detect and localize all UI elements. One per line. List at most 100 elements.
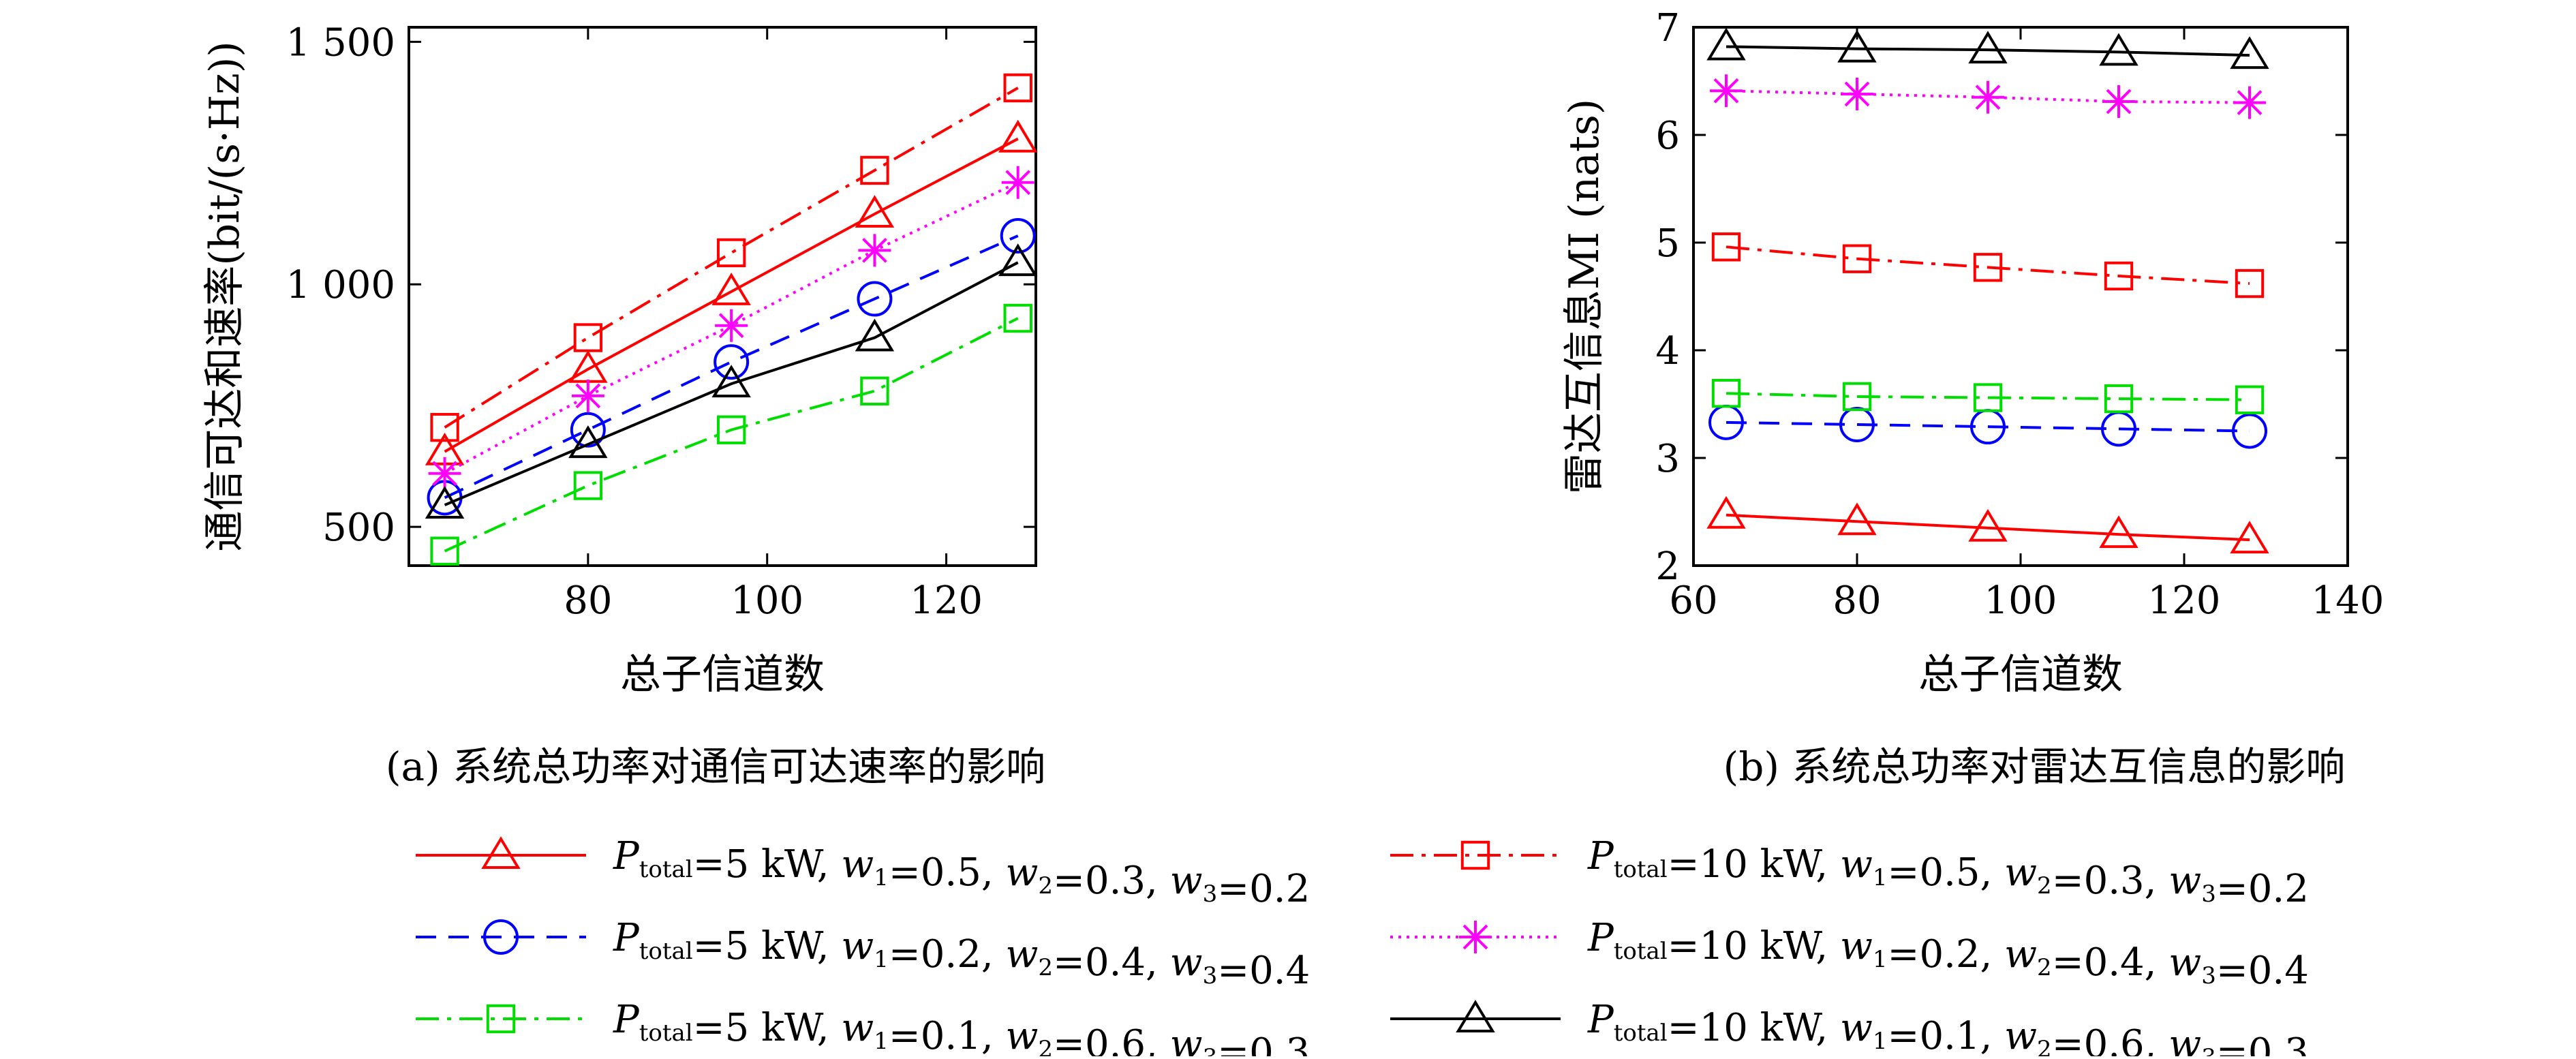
plot-frame bbox=[408, 26, 1037, 567]
legend-label: Ptotal=5 kW, w1=0.1, w2=0.6, w3=0.3 bbox=[613, 998, 1310, 1056]
y-tick-label: 7 bbox=[1655, 6, 1680, 50]
data-point bbox=[2235, 385, 2265, 414]
data-point bbox=[715, 309, 748, 342]
series-1 bbox=[427, 218, 1036, 516]
y-tick-label: 6 bbox=[1655, 114, 1680, 158]
data-point bbox=[716, 238, 746, 268]
series-line bbox=[444, 317, 1019, 553]
y-tick-label: 1 000 bbox=[286, 263, 395, 307]
legend-entry-3: Ptotal=10 kW, w1=0.2, w2=0.4, w3=0.4 bbox=[1390, 916, 2309, 993]
data-point bbox=[1839, 407, 1875, 443]
data-point bbox=[573, 471, 603, 500]
data-point bbox=[998, 119, 1038, 153]
data-point bbox=[1973, 253, 2003, 282]
data-point bbox=[1837, 502, 1877, 536]
data-point bbox=[711, 272, 751, 305]
data-point bbox=[1837, 29, 1877, 63]
data-point bbox=[2233, 86, 2266, 119]
y-tick-label: 3 bbox=[1655, 437, 1680, 481]
series-line bbox=[1726, 245, 2250, 286]
data-point bbox=[1968, 31, 2008, 64]
series-line bbox=[444, 137, 1019, 453]
legend-marker bbox=[1456, 1000, 1495, 1032]
series-line bbox=[1726, 513, 2250, 542]
legend-entry-5: Ptotal=10 kW, w1=0.1, w2=0.6, w3=0.3 bbox=[1390, 998, 2309, 1059]
series-2 bbox=[430, 303, 1032, 566]
data-point bbox=[1706, 495, 1746, 529]
series-0 bbox=[1706, 495, 2269, 554]
caption-a: (a) 系统总功率对通信可达速率的影响 bbox=[386, 743, 1045, 790]
data-point bbox=[1711, 232, 1741, 262]
y-tick-label: 1 500 bbox=[286, 20, 395, 65]
data-point bbox=[425, 486, 465, 519]
x-tick-label: 60 bbox=[1669, 579, 1717, 623]
x-tick-label: 80 bbox=[1833, 579, 1881, 623]
data-point bbox=[855, 195, 895, 228]
data-point bbox=[1972, 80, 2004, 114]
legend-label: Ptotal=5 kW, w1=0.2, w2=0.4, w3=0.4 bbox=[613, 916, 1310, 993]
y-tick-label: 500 bbox=[322, 506, 395, 550]
x-tick-label: 140 bbox=[2312, 579, 2385, 623]
series-1 bbox=[1708, 404, 2267, 449]
data-point bbox=[570, 412, 606, 448]
legend-label: Ptotal=10 kW, w1=0.5, w2=0.3, w3=0.2 bbox=[1587, 834, 2309, 911]
data-point bbox=[568, 425, 608, 459]
data-point bbox=[860, 155, 889, 185]
data-point bbox=[1000, 218, 1036, 254]
y-axis-label: 雷达互信息MI (nats) bbox=[1561, 99, 1608, 494]
data-point bbox=[571, 379, 604, 412]
data-point bbox=[860, 376, 889, 405]
data-point bbox=[428, 457, 461, 490]
data-point bbox=[2104, 261, 2134, 291]
series-line bbox=[1726, 392, 2250, 401]
y-tick-label: 2 bbox=[1655, 544, 1680, 589]
legend-label: Ptotal=10 kW, w1=0.2, w2=0.4, w3=0.4 bbox=[1587, 916, 2309, 993]
legend-entry-4: Ptotal=5 kW, w1=0.1, w2=0.6, w3=0.3 bbox=[416, 998, 1310, 1059]
data-point bbox=[855, 318, 895, 352]
data-point bbox=[711, 365, 751, 398]
legend-marker bbox=[486, 1004, 516, 1034]
data-point bbox=[1973, 383, 2003, 412]
data-point bbox=[1841, 77, 1873, 110]
series-5 bbox=[1706, 27, 2269, 70]
x-tick-label: 120 bbox=[910, 579, 983, 623]
series-5 bbox=[425, 243, 1038, 519]
series-3 bbox=[1711, 232, 2265, 298]
data-point bbox=[2104, 384, 2134, 414]
legend-entry-0: Ptotal=5 kW, w1=0.5, w2=0.3, w3=0.2 bbox=[416, 834, 1310, 911]
data-point bbox=[573, 323, 603, 352]
data-point bbox=[857, 281, 893, 317]
legend-entry-2: Ptotal=5 kW, w1=0.2, w2=0.4, w3=0.4 bbox=[416, 916, 1310, 993]
series-4 bbox=[1710, 74, 2266, 119]
series-line bbox=[444, 87, 1019, 429]
data-point bbox=[1842, 244, 1872, 273]
x-tick-label: 100 bbox=[731, 579, 803, 623]
series-line bbox=[1726, 45, 2250, 57]
data-point bbox=[998, 243, 1038, 277]
legend-marker bbox=[481, 836, 521, 869]
chart-a: 80 100 120 500 1 000 1 500 总子信道数 通信可达和速率(bit/(s… bbox=[201, 20, 1038, 699]
data-point bbox=[1003, 303, 1032, 333]
data-point bbox=[714, 344, 750, 380]
x-tick-label: 80 bbox=[564, 579, 612, 623]
series-line bbox=[1726, 420, 2250, 433]
data-point bbox=[1968, 508, 2008, 542]
data-point bbox=[2235, 268, 2265, 298]
data-point bbox=[430, 536, 459, 566]
data-point bbox=[1842, 382, 1872, 412]
series-3 bbox=[430, 73, 1032, 442]
x-axis-label: 总子信道数 bbox=[1918, 651, 2123, 699]
data-point bbox=[2099, 33, 2138, 66]
series-line bbox=[444, 181, 1019, 475]
x-axis-label: 总子信道数 bbox=[620, 651, 825, 699]
data-point bbox=[1001, 166, 1034, 199]
data-point bbox=[1710, 74, 1743, 108]
data-point bbox=[858, 234, 891, 267]
series-4 bbox=[428, 166, 1034, 490]
data-point bbox=[430, 412, 459, 442]
legend-label: Ptotal=10 kW, w1=0.1, w2=0.6, w3=0.3 bbox=[1587, 998, 2309, 1056]
caption-b: (b) 系统总功率对雷达互信息的影响 bbox=[1723, 743, 2346, 790]
data-point bbox=[1003, 73, 1032, 103]
chart-b: 60 80 100 120 140 2 3 4 5 6 7 总子信道数 雷达互信息MI (nats) bbox=[1561, 6, 2384, 699]
